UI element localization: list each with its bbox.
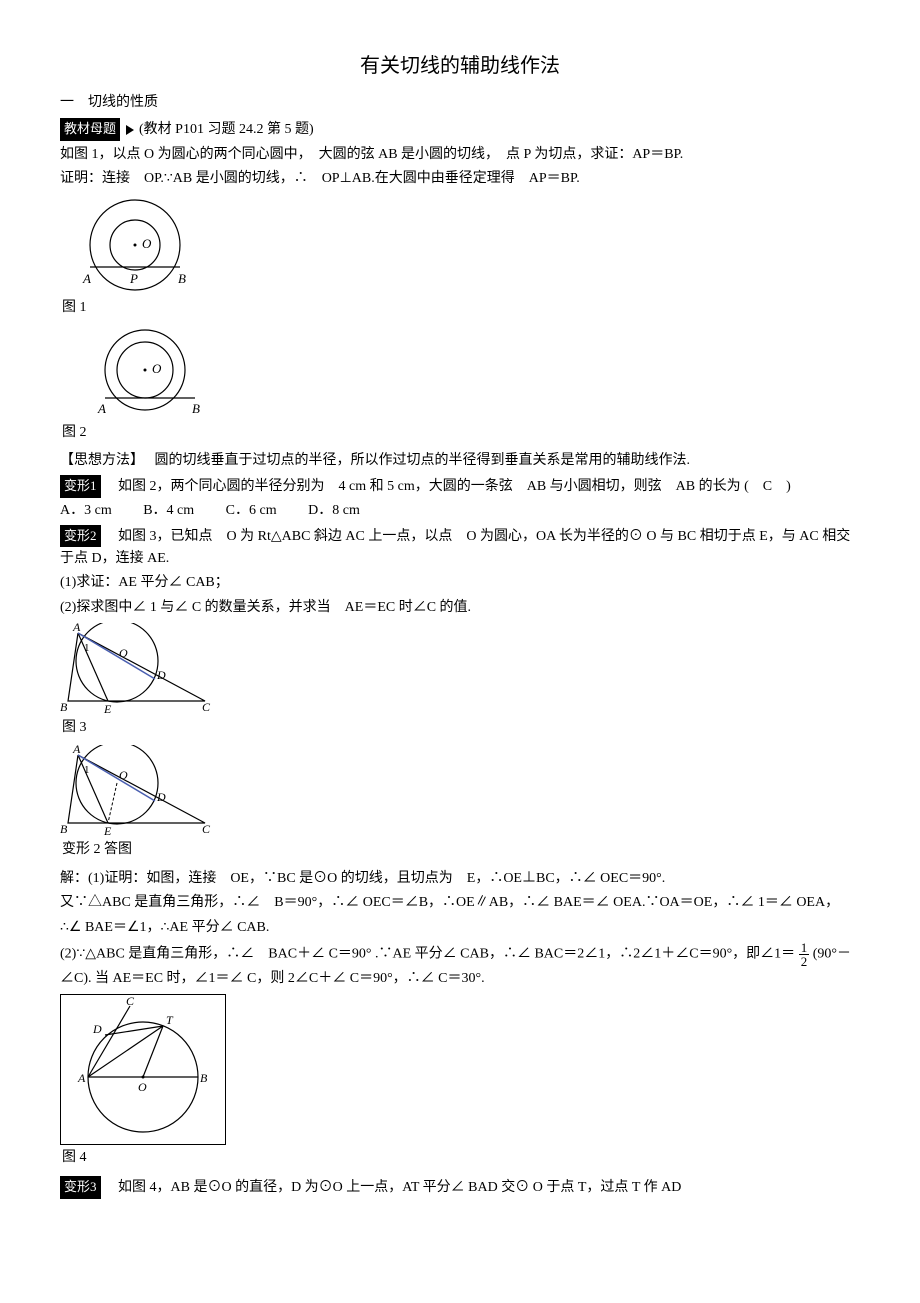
bx2-label: 变形2 [60, 525, 101, 548]
bx2-q1: (1)求证：AE 平分∠ CAB； [60, 572, 860, 594]
label-A: A [72, 623, 81, 634]
jiaocai-line: 教材母题 (教材 P101 习题 24.2 第 5 题) [60, 118, 860, 141]
sol-l4a: (2)∵△ABC 是直角三角形，∴∠ BAC＋∠ C＝90° .∵AE 平分∠ … [60, 947, 795, 962]
label-D: D [156, 790, 166, 804]
fig3-caption: 图 3 [62, 717, 860, 739]
page-title: 有关切线的辅助线作法 [60, 50, 860, 82]
bx2-q2: (2)探求图中∠ 1 与∠ C 的数量关系，并求当 AE＝EC 时∠C 的值. [60, 597, 860, 619]
bx1-line: 变形1 如图 2，两个同心圆的半径分别为 4 cm 和 5 cm，大圆的一条弦 … [60, 475, 860, 498]
label-D: D [92, 1022, 102, 1036]
figure-1-svg: O A P B [60, 195, 210, 295]
figure-1: O A P B [60, 195, 860, 295]
label-O: O [152, 361, 162, 376]
method-head: 【思想方法】 [60, 453, 137, 468]
label-O: O [138, 1080, 147, 1094]
label-E: E [103, 702, 112, 715]
label-P: P [129, 271, 138, 286]
label-B: B [60, 700, 68, 714]
label-O: O [119, 768, 128, 782]
label-A: A [72, 745, 81, 756]
label-O: O [119, 646, 128, 660]
sol-l4: (2)∵△ABC 是直角三角形，∴∠ BAC＋∠ C＝90° .∵AE 平分∠ … [60, 941, 860, 990]
label-A: A [82, 271, 91, 286]
label-D: D [156, 668, 166, 682]
fig4-caption: 图 4 [62, 1147, 860, 1169]
label-A: A [77, 1071, 86, 1085]
label-T: T [166, 1013, 174, 1027]
label-C: C [202, 700, 211, 714]
label-C: C [126, 997, 135, 1008]
label-E: E [103, 824, 112, 837]
figure-4-svg: A B C D T O [63, 997, 223, 1142]
fig2-caption: 图 2 [62, 422, 860, 444]
figure-3-svg: A B C E D O 1 [60, 623, 220, 715]
label-C: C [202, 822, 211, 836]
opt-b: B．4 cm [143, 503, 194, 518]
method-line: 【思想方法】 圆的切线垂直于过切点的半径，所以作过切点的半径得到垂直关系是常用的… [60, 450, 860, 472]
label-1: 1 [84, 642, 90, 654]
fig1-caption: 图 1 [62, 297, 860, 319]
opt-d: D．8 cm [308, 503, 360, 518]
jiaocai-ref: (教材 P101 习题 24.2 第 5 题) [139, 122, 314, 137]
label-B: B [200, 1071, 208, 1085]
bx2-line1: 变形2 如图 3，已知点 O 为 Rt△ABC 斜边 AC 上一点，以点 O 为… [60, 525, 860, 571]
bx1-body: 如图 2，两个同心圆的半径分别为 4 cm 和 5 cm，大圆的一条弦 AB 与… [118, 479, 791, 494]
label-B: B [60, 822, 68, 836]
opt-c: C．6 cm [226, 503, 277, 518]
bx3-line: 变形3 如图 4，AB 是⊙O 的直径，D 为⊙O 上一点，AT 平分∠ BAD… [60, 1176, 860, 1199]
label-B: B [178, 271, 186, 286]
sol-l1: 解：(1)证明：如图，连接 OE，∵BC 是⊙O 的切线，且切点为 E，∴OE⊥… [60, 868, 860, 890]
sol-l2: 又∵△ABC 是直角三角形，∴∠ B＝90°，∴∠ OEC＝∠B，∴OE∥AB，… [60, 892, 860, 914]
fraction-half: 12 [799, 941, 810, 968]
bx3-label: 变形3 [60, 1176, 101, 1199]
figure-2: O A B [60, 325, 860, 420]
problem-1a: 如图 1，以点 O 为圆心的两个同心圆中， 大圆的弦 AB 是小圆的切线， 点 … [60, 144, 860, 166]
section-heading: 一 切线的性质 [60, 92, 860, 114]
label-O: O [142, 236, 152, 251]
method-body: 圆的切线垂直于过切点的半径，所以作过切点的半径得到垂直关系是常用的辅助线作法. [155, 453, 691, 468]
problem-1b: 证明：连接 OP.∵AB 是小圆的切线，∴ OP⊥AB.在大圆中由垂径定理得 A… [60, 168, 860, 190]
bx1-options: A．3 cm B．4 cm C．6 cm D．8 cm [60, 500, 860, 522]
figure-3: A B C E D O 1 [60, 623, 860, 715]
figure-2-svg: O A B [60, 325, 230, 420]
label-1: 1 [84, 764, 90, 776]
opt-a: A．3 cm [60, 503, 112, 518]
figure-3b-svg: A B C E D O 1 [60, 745, 220, 837]
bx2-body1: 如图 3，已知点 O 为 Rt△ABC 斜边 AC 上一点，以点 O 为圆心，O… [60, 529, 850, 566]
label-A: A [97, 401, 106, 416]
label-B: B [192, 401, 200, 416]
fig3b-caption: 变形 2 答图 [62, 839, 860, 861]
bx3-body: 如图 4，AB 是⊙O 的直径，D 为⊙O 上一点，AT 平分∠ BAD 交⊙ … [118, 1180, 681, 1195]
figure-3b: A B C E D O 1 [60, 745, 860, 837]
triangle-icon [126, 125, 134, 135]
figure-4: A B C D T O [60, 994, 226, 1145]
bx1-label: 变形1 [60, 475, 101, 498]
jiaocai-label: 教材母题 [60, 118, 120, 141]
sol-l3: ∴∠ BAE＝∠1，∴AE 平分∠ CAB. [60, 917, 860, 939]
